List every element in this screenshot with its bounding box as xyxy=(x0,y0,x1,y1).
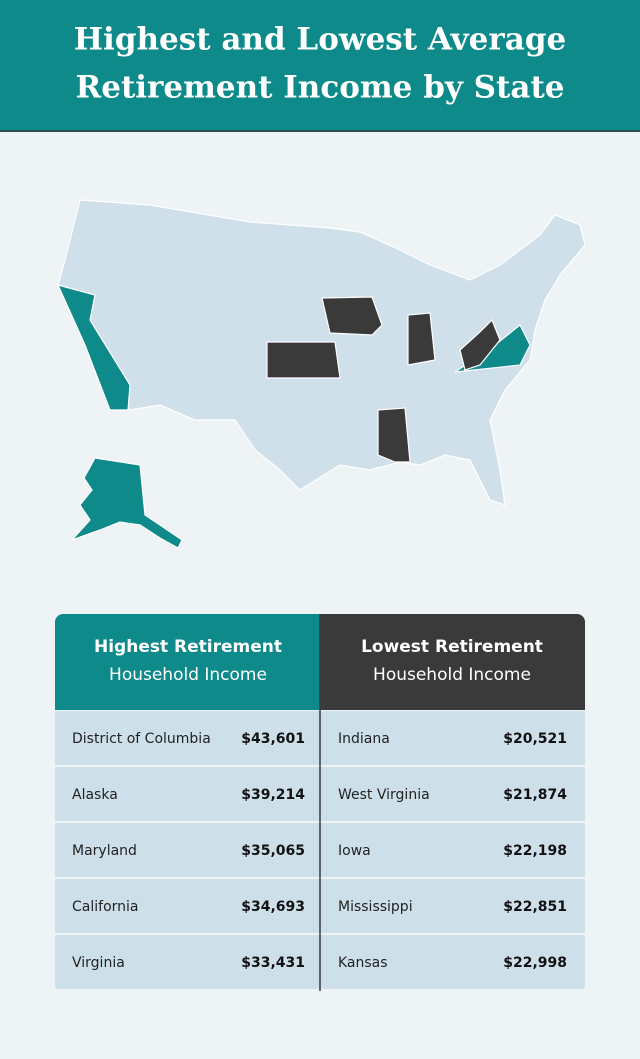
title-line: Highest and Lowest Average xyxy=(74,22,566,58)
income-value: $21,874 xyxy=(503,787,567,803)
state-name: Mississippi xyxy=(338,899,413,915)
state-name: District of Columbia xyxy=(72,731,211,747)
title-line: Retirement Income by State xyxy=(75,70,564,106)
income-value: $22,998 xyxy=(503,955,567,971)
state-name: Alaska xyxy=(72,787,118,803)
header xyxy=(0,0,640,130)
column-header: Lowest Retirement xyxy=(361,637,543,657)
income-value: $22,198 xyxy=(503,843,567,859)
state-alaska xyxy=(71,457,183,549)
us-map xyxy=(56,199,586,549)
column-subheader: Household Income xyxy=(373,665,531,685)
income-value: $35,065 xyxy=(241,843,305,859)
state-name: Indiana xyxy=(338,731,390,747)
income-value: $33,431 xyxy=(241,955,305,971)
state-name: Virginia xyxy=(72,955,125,971)
state-name: Maryland xyxy=(72,843,137,859)
income-value: $34,693 xyxy=(241,899,305,915)
state-california xyxy=(56,284,131,411)
state-name: Kansas xyxy=(338,955,388,971)
state-name: West Virginia xyxy=(338,787,430,803)
income-value: $22,851 xyxy=(503,899,567,915)
income-value: $43,601 xyxy=(241,731,305,747)
header-cell xyxy=(55,614,320,710)
header-cell xyxy=(320,614,585,710)
state-mississippi xyxy=(377,407,411,463)
state-indiana xyxy=(407,312,436,366)
income-value: $20,521 xyxy=(503,731,567,747)
income-value: $39,214 xyxy=(241,787,305,803)
column-subheader: Household Income xyxy=(109,665,267,685)
state-iowa xyxy=(321,296,383,336)
header-rule xyxy=(0,130,640,132)
state-name: Iowa xyxy=(338,843,371,859)
state-west-virginia xyxy=(459,318,501,371)
state-kansas xyxy=(266,341,341,379)
state-name: California xyxy=(72,899,138,915)
column-header: Highest Retirement xyxy=(94,637,282,657)
